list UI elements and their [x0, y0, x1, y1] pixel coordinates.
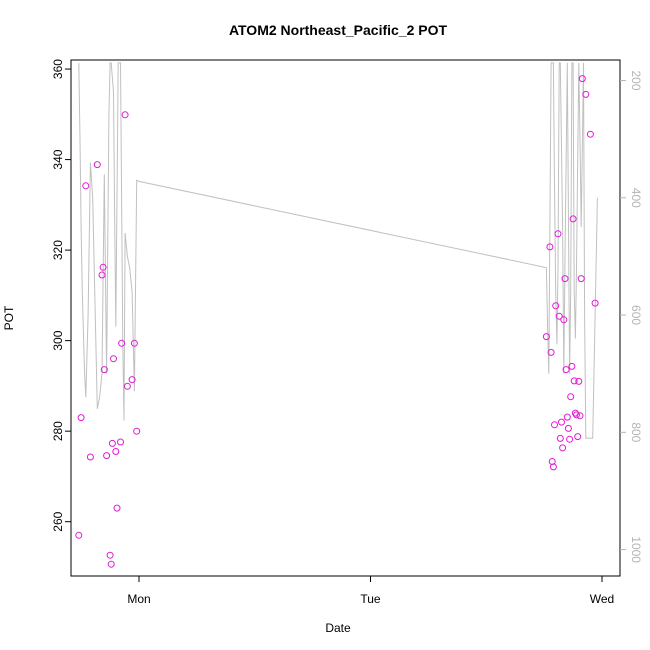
data-point	[578, 75, 586, 83]
y-left-tick-label: 300	[51, 330, 65, 350]
depth-line	[78, 62, 598, 439]
data-point	[568, 362, 576, 370]
data-point	[130, 339, 138, 347]
y-axis-label: POT	[2, 305, 16, 330]
data-point	[567, 393, 575, 401]
data-point	[569, 215, 577, 223]
data-point	[123, 382, 131, 390]
data-point	[591, 299, 599, 307]
data-point	[121, 111, 129, 119]
y-right-tick-label: 400	[629, 188, 643, 208]
series-line	[78, 62, 598, 439]
data-point	[546, 243, 554, 251]
data-point	[77, 414, 85, 422]
data-point	[100, 366, 108, 374]
data-point	[549, 463, 557, 471]
left-y-axis: 260 280 300 320 340 360	[51, 59, 71, 532]
right-y-axis: 200 400 600 800 1000	[620, 71, 643, 563]
data-point	[82, 182, 90, 190]
data-point	[117, 438, 124, 446]
data-point	[133, 427, 141, 435]
data-point	[86, 453, 94, 461]
y-right-tick-label: 200	[629, 71, 643, 91]
data-point	[107, 560, 115, 568]
data-point	[99, 263, 107, 271]
y-left-tick-label: 360	[51, 59, 65, 79]
data-point	[576, 412, 584, 420]
data-point	[570, 377, 578, 385]
data-point	[106, 551, 114, 559]
data-point	[563, 413, 571, 421]
data-point	[554, 230, 562, 238]
data-point	[551, 421, 558, 429]
data-point	[558, 418, 565, 426]
y-right-tick-label: 800	[629, 422, 643, 442]
data-point	[575, 377, 583, 385]
y-left-tick-label: 280	[51, 421, 65, 441]
data-point	[128, 376, 136, 384]
data-point	[110, 355, 117, 363]
data-point	[577, 275, 585, 283]
data-point	[112, 448, 120, 455]
x-tick-label: Wed	[590, 592, 614, 606]
data-point	[586, 130, 594, 138]
data-point	[108, 439, 116, 447]
data-point	[582, 90, 590, 98]
data-point	[75, 531, 83, 539]
data-point	[98, 271, 106, 279]
data-point	[560, 316, 568, 324]
x-axis: Mon Tue Wed	[127, 576, 614, 606]
data-point	[552, 302, 560, 310]
data-point	[113, 504, 121, 512]
x-tick-label: Tue	[360, 592, 381, 606]
data-point	[561, 275, 569, 283]
y-right-tick-label: 600	[629, 305, 643, 325]
series-points	[75, 75, 599, 568]
data-point	[566, 435, 574, 443]
plot-frame	[70, 59, 621, 577]
data-point	[573, 411, 580, 419]
data-point	[103, 452, 111, 460]
data-point	[547, 348, 555, 356]
data-point	[542, 333, 550, 341]
x-tick-label: Mon	[127, 592, 150, 606]
chart-title: ATOM2 Northeast_Pacific_2 POT	[229, 22, 448, 38]
data-point	[562, 366, 570, 374]
y-left-tick-label: 320	[51, 240, 65, 260]
data-point	[555, 312, 563, 320]
y-left-tick-label: 340	[51, 149, 65, 169]
data-point	[556, 434, 564, 442]
x-axis-label: Date	[325, 621, 351, 635]
y-right-tick-label: 1000	[629, 536, 643, 563]
y-left-tick-label: 260	[51, 511, 65, 531]
data-point	[93, 161, 101, 169]
data-point	[118, 339, 126, 347]
data-point	[574, 433, 582, 441]
data-point	[559, 444, 567, 452]
data-point	[564, 424, 572, 432]
